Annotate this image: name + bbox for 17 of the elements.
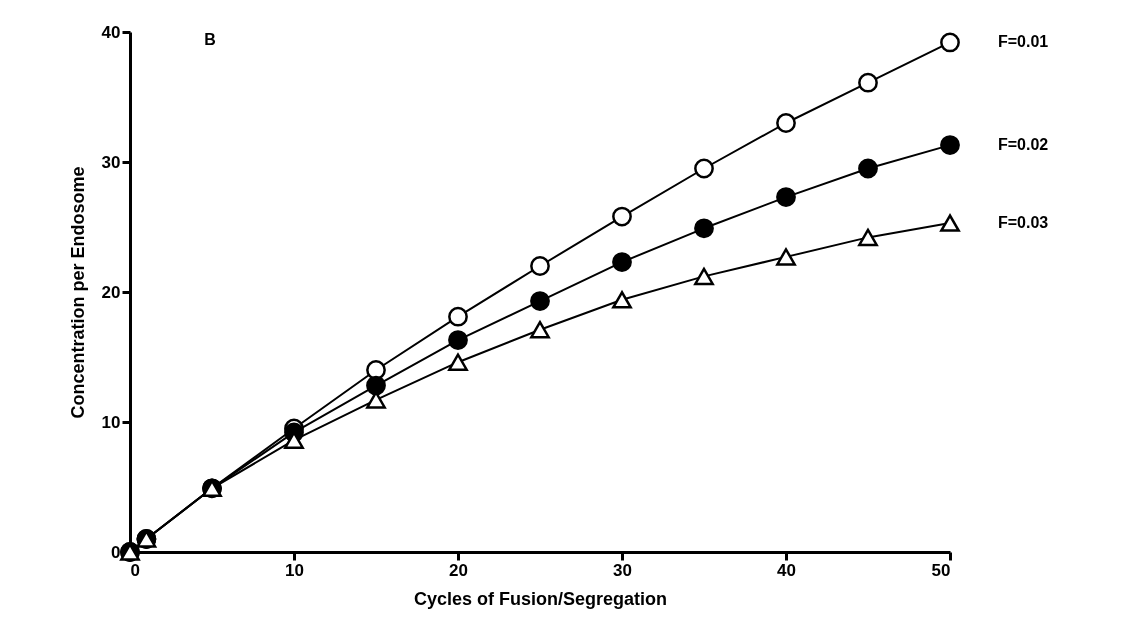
x-tick-label: 10 — [285, 560, 304, 580]
x-tick-label: 30 — [613, 560, 632, 580]
y-tick-label: 40 — [101, 22, 121, 42]
y-tick-label: 0 — [111, 542, 121, 562]
text: F=0.03 — [998, 214, 1049, 232]
x-tick-label: 20 — [449, 560, 468, 580]
x-tick-label: 50 — [931, 560, 951, 580]
y-axis-title: Concentration per Endosome — [67, 166, 88, 419]
text: F=0.01 — [998, 33, 1049, 51]
x-tick-label: 40 — [777, 560, 796, 580]
y-tick-label: 30 — [101, 152, 121, 172]
text: F=0.02 — [998, 136, 1049, 154]
y-tick-label: 20 — [101, 282, 121, 302]
x-tick-label: 0 — [130, 560, 140, 580]
y-tick-label: 10 — [101, 412, 121, 432]
annotation: B — [204, 31, 216, 48]
x-axis-title: Cycles of Fusion/Segregation — [413, 588, 668, 609]
